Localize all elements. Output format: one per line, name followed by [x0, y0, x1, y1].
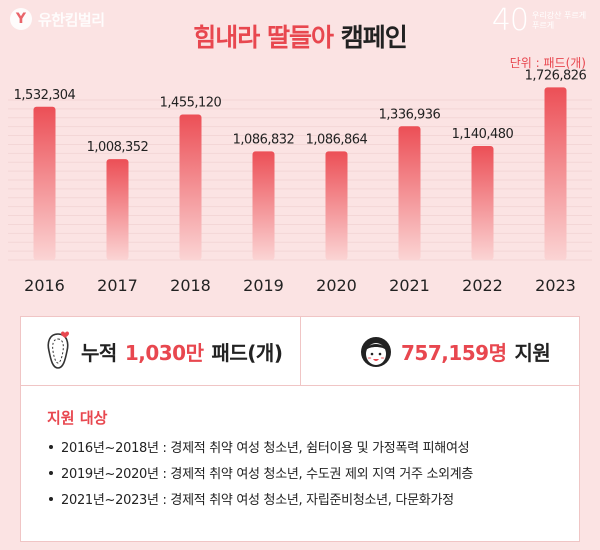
total-pads-stat: 누적 1,030만 패드(개) [43, 317, 283, 385]
stats-divider [300, 317, 301, 385]
support-item: 2021년~2023년 : 경제적 취약 여성 청소년, 자립준비청소년, 다문… [47, 488, 473, 514]
people-highlight: 757,159명 [401, 340, 507, 365]
bar-2018 [179, 114, 202, 260]
anniversary-logo: 40 우리강산 푸르게 푸르게 [492, 6, 588, 36]
pad-icon [47, 331, 69, 369]
bar-2021 [398, 126, 421, 260]
value-label-2019: 1,086,832 [233, 132, 295, 147]
x-tick-label-2021: 2021 [389, 276, 430, 295]
anniversary-slogan: 우리강산 푸르게 푸르게 [532, 11, 587, 30]
brand-name: 유한킴벌리 [38, 10, 105, 29]
brand-mark-icon: Y [10, 8, 32, 30]
support-item: 2016년~2018년 : 경제적 취약 여성 청소년, 쉼터이용 및 가정폭력… [47, 436, 473, 462]
support-info: 지원 대상 2016년~2018년 : 경제적 취약 여성 청소년, 쉼터이용 … [47, 407, 473, 514]
value-label-2023: 1,726,826 [525, 68, 587, 83]
people-suffix: 지원 [514, 340, 551, 365]
x-tick-label-2019: 2019 [243, 276, 284, 295]
pads-highlight: 1,030만 [124, 340, 204, 365]
x-tick-label-2023: 2023 [535, 276, 576, 295]
bar-2022 [471, 145, 494, 260]
bar-2017 [106, 159, 129, 260]
support-item-text: 2021년~2023년 : 경제적 취약 여성 청소년, 자립준비청소년, 다문… [61, 493, 454, 508]
x-tick-label-2018: 2018 [170, 276, 211, 295]
support-title: 지원 대상 [47, 409, 108, 427]
title-rest: 캠페인 [340, 23, 408, 52]
anniversary-number: 40 [491, 3, 529, 38]
support-item-text: 2016년~2018년 : 경제적 취약 여성 청소년, 쉼터이용 및 가정폭력… [61, 441, 470, 456]
bar-2016 [33, 106, 56, 261]
value-label-2018: 1,455,120 [160, 95, 222, 110]
bar-2020 [325, 151, 348, 260]
bullet-icon [49, 497, 53, 501]
bullet-icon [49, 471, 53, 475]
title-accent: 힘내라 딸들아 [193, 23, 334, 52]
value-label-2017: 1,008,352 [87, 140, 149, 155]
bar-2023 [544, 87, 567, 260]
brand-logo: Y 유한킴벌리 [10, 8, 105, 30]
page-title: 힘내라 딸들아 캠페인 [0, 18, 600, 54]
x-tick-label-2017: 2017 [97, 276, 138, 295]
x-tick-label-2020: 2020 [316, 276, 357, 295]
unit-label: 단위 : 패드(개) [509, 56, 586, 70]
value-label-2016: 1,532,304 [14, 88, 76, 103]
pads-suffix: 패드(개) [211, 340, 283, 365]
x-tick-label-2016: 2016 [24, 276, 65, 295]
value-label-2020: 1,086,864 [306, 132, 368, 147]
people-supported-stat: 757,159명 지원 [359, 317, 551, 385]
value-label-2021: 1,336,936 [379, 107, 441, 122]
x-tick-label-2022: 2022 [462, 276, 503, 295]
support-item-text: 2019년~2020년 : 경제적 취약 여성 청소년, 수도권 제외 지역 거… [61, 467, 474, 482]
pads-prefix: 누적 [81, 340, 117, 365]
bar-2019 [252, 151, 275, 260]
summary-panel: 누적 1,030만 패드(개) 757,159명 지원 지원 대상 2016년~… [20, 316, 580, 542]
value-label-2022: 1,140,480 [452, 127, 514, 142]
bullet-icon [49, 445, 53, 449]
support-item: 2019년~2020년 : 경제적 취약 여성 청소년, 수도권 제외 지역 거… [47, 462, 473, 488]
bar-chart: 1,532,304 1,008,352 1,455,120 1,086,832 1,08… [8, 68, 592, 295]
girl-face-icon [361, 337, 391, 367]
stats-row: 누적 1,030만 패드(개) 757,159명 지원 [21, 317, 579, 386]
